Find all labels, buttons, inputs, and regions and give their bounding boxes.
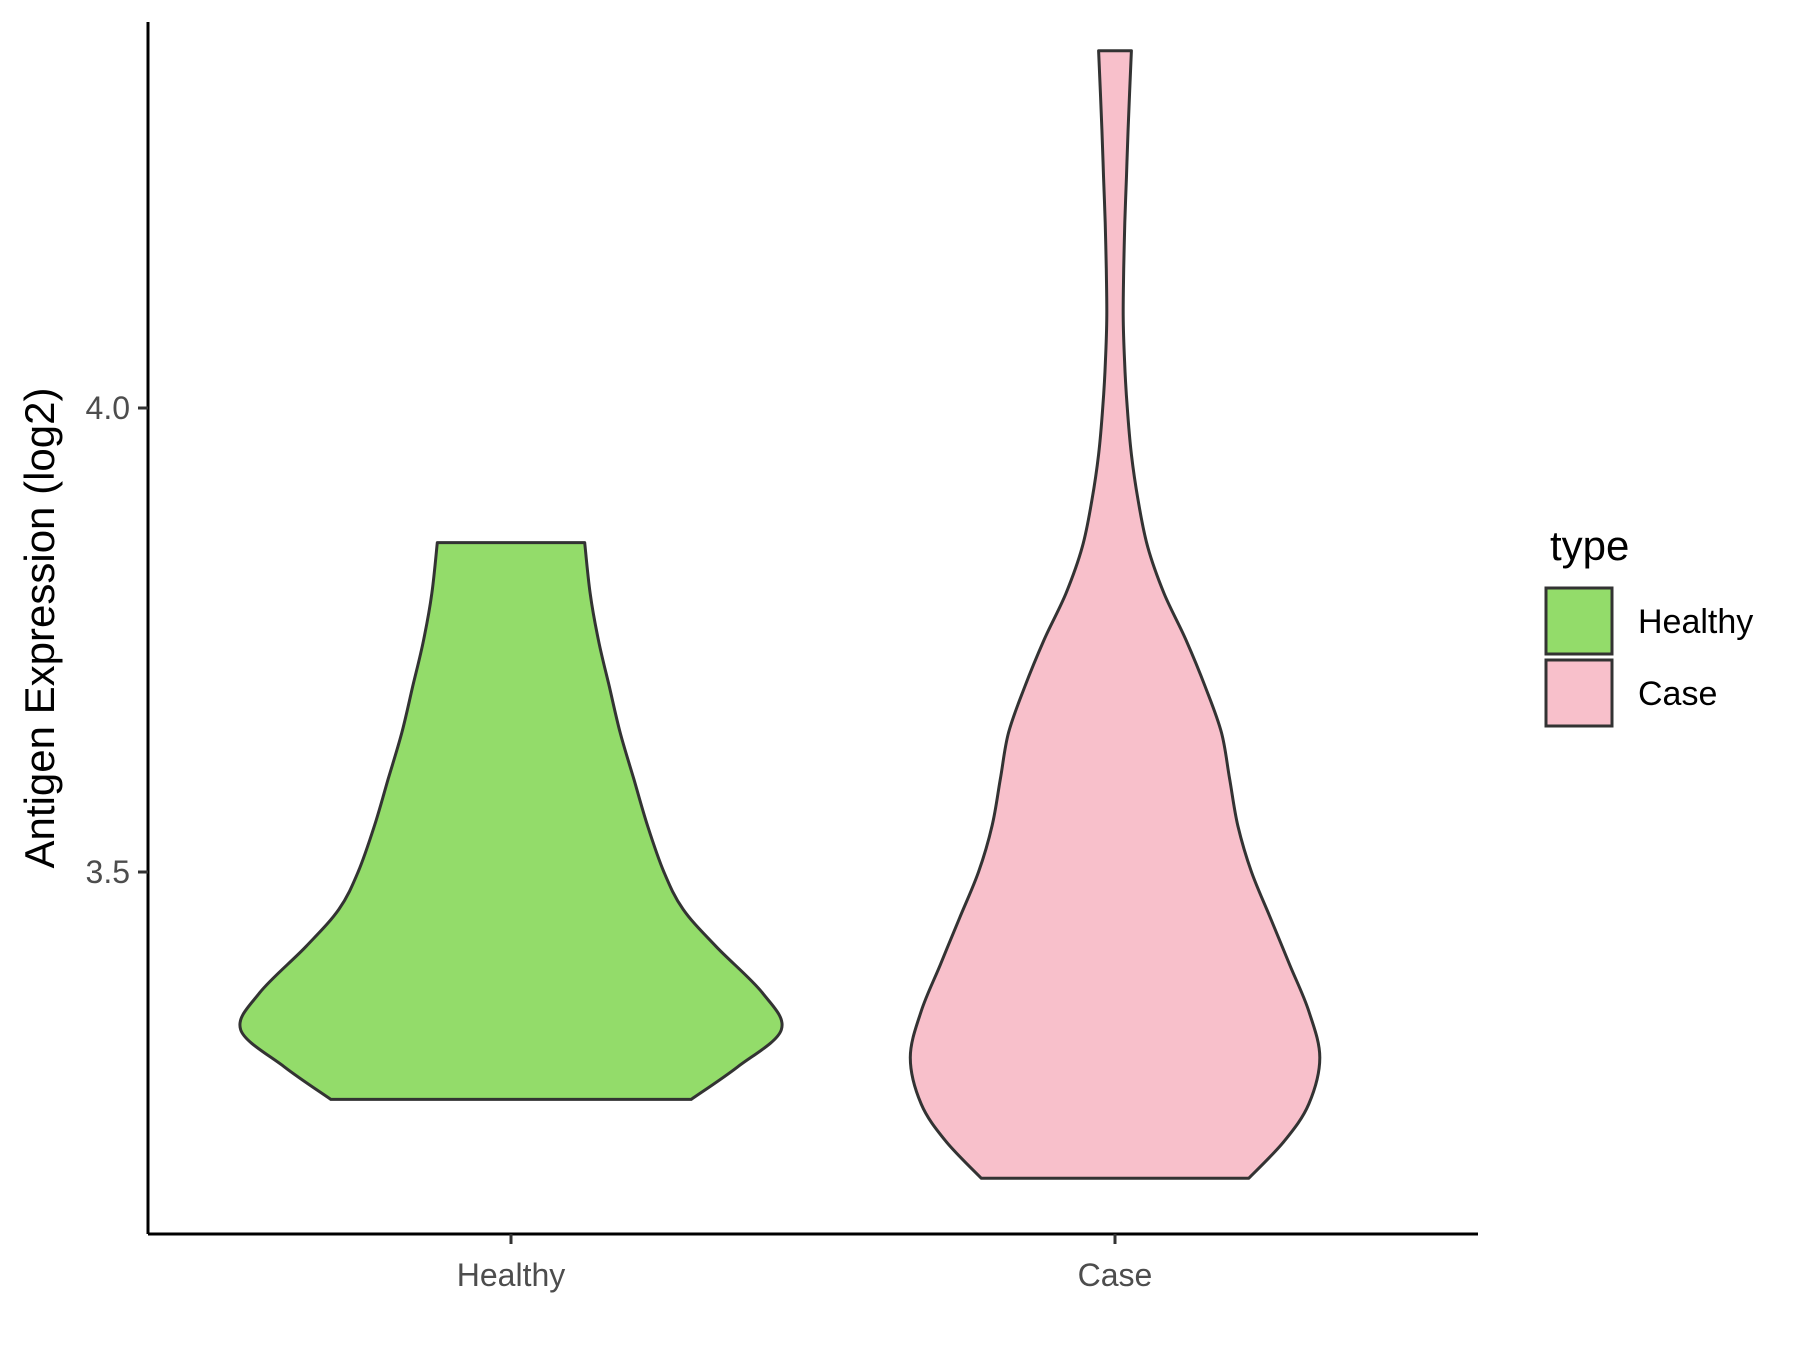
violin-case <box>908 49 1322 1180</box>
legend-key-healthy <box>1544 586 1614 656</box>
y-axis-title: Antigen Expression (log2) <box>16 388 63 869</box>
violin-layer <box>238 49 1322 1180</box>
y-axis-ticks: 3.5 4.0 <box>86 390 148 890</box>
x-tick-label: Healthy <box>457 1257 566 1293</box>
x-axis-ticks: Healthy Case <box>457 1234 1153 1293</box>
legend-key-case <box>1544 658 1614 728</box>
legend-title: type <box>1550 522 1629 569</box>
y-tick-label: 3.5 <box>86 854 130 890</box>
legend-label-case: Case <box>1638 675 1717 713</box>
violin-healthy <box>238 541 784 1101</box>
y-tick-label: 4.0 <box>86 390 130 426</box>
legend: type Healthy Case <box>1544 522 1753 728</box>
x-tick-label: Case <box>1078 1257 1153 1293</box>
legend-entries: Healthy Case <box>1544 586 1753 728</box>
legend-label-healthy: Healthy <box>1638 603 1753 641</box>
